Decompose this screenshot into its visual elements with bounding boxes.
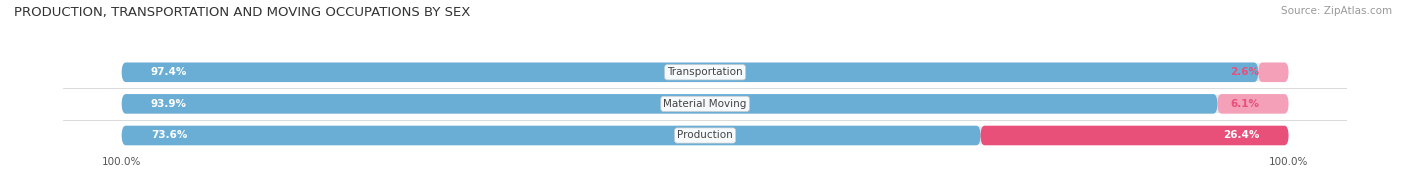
- FancyBboxPatch shape: [122, 126, 1288, 145]
- FancyBboxPatch shape: [1258, 63, 1288, 82]
- FancyBboxPatch shape: [122, 126, 980, 145]
- FancyBboxPatch shape: [122, 94, 1218, 114]
- FancyBboxPatch shape: [980, 126, 1288, 145]
- Text: 2.6%: 2.6%: [1230, 67, 1260, 77]
- Text: Transportation: Transportation: [668, 67, 742, 77]
- Text: 73.6%: 73.6%: [150, 131, 187, 141]
- FancyBboxPatch shape: [122, 63, 1258, 82]
- Text: 97.4%: 97.4%: [150, 67, 187, 77]
- Text: Material Moving: Material Moving: [664, 99, 747, 109]
- Text: 93.9%: 93.9%: [150, 99, 187, 109]
- FancyBboxPatch shape: [122, 94, 1288, 114]
- Text: Source: ZipAtlas.com: Source: ZipAtlas.com: [1281, 6, 1392, 16]
- Text: Production: Production: [678, 131, 733, 141]
- FancyBboxPatch shape: [1218, 94, 1288, 114]
- Text: 6.1%: 6.1%: [1230, 99, 1260, 109]
- Text: PRODUCTION, TRANSPORTATION AND MOVING OCCUPATIONS BY SEX: PRODUCTION, TRANSPORTATION AND MOVING OC…: [14, 6, 471, 19]
- FancyBboxPatch shape: [122, 63, 1288, 82]
- Text: 26.4%: 26.4%: [1223, 131, 1260, 141]
